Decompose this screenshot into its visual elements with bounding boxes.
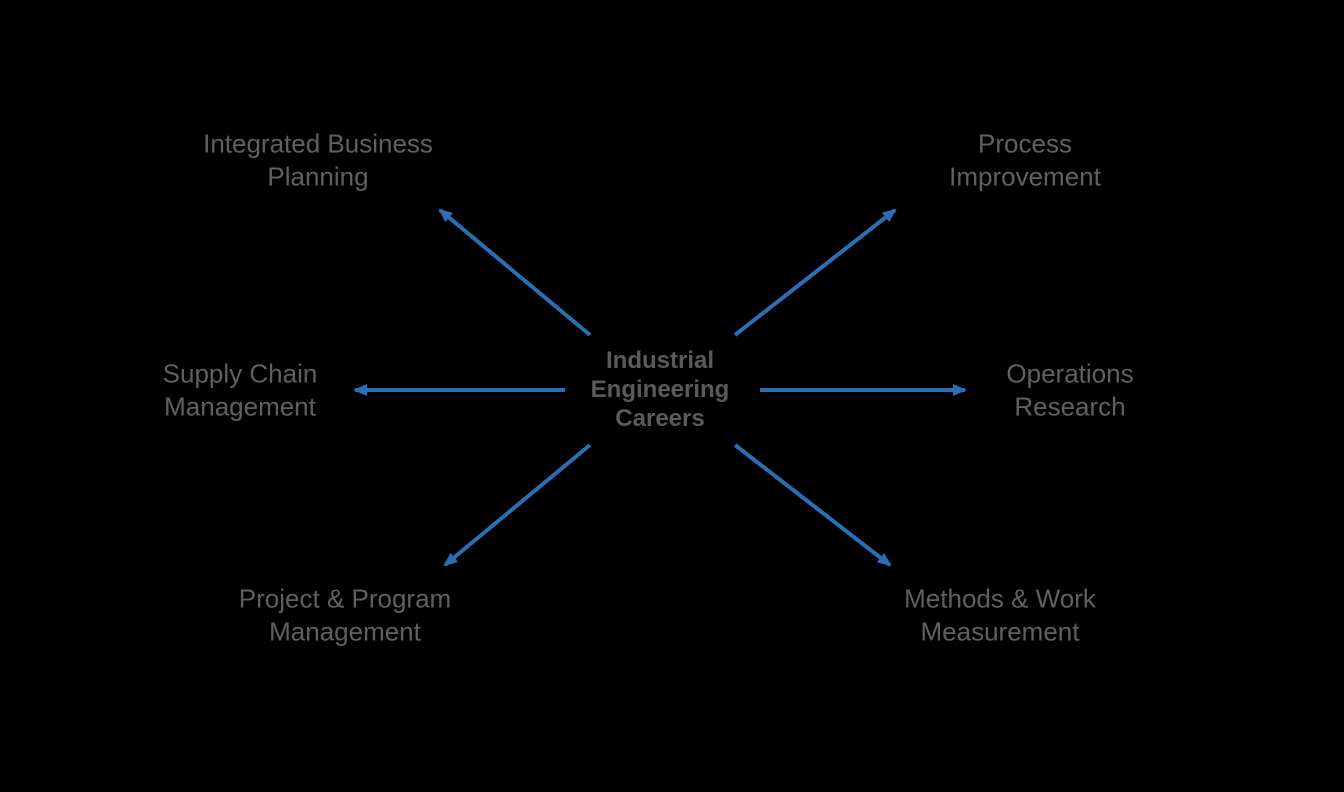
center-node: Industrial Engineering Careers — [591, 347, 730, 433]
arrow-project-program-management — [445, 445, 590, 565]
arrow-methods-work-measurement — [735, 445, 890, 565]
branch-methods-work-measurement: Methods & Work Measurement — [904, 583, 1096, 648]
arrow-process-improvement — [735, 210, 895, 335]
branch-project-program-management: Project & Program Management — [239, 583, 451, 648]
branch-supply-chain-management: Supply Chain Management — [163, 358, 318, 423]
arrow-integrated-business-planning — [440, 210, 590, 335]
radial-diagram: Industrial Engineering Careers Integrate… — [0, 0, 1344, 792]
branch-operations-research: Operations Research — [1006, 358, 1133, 423]
branch-integrated-business-planning: Integrated Business Planning — [203, 128, 433, 193]
branch-process-improvement: Process Improvement — [949, 128, 1101, 193]
